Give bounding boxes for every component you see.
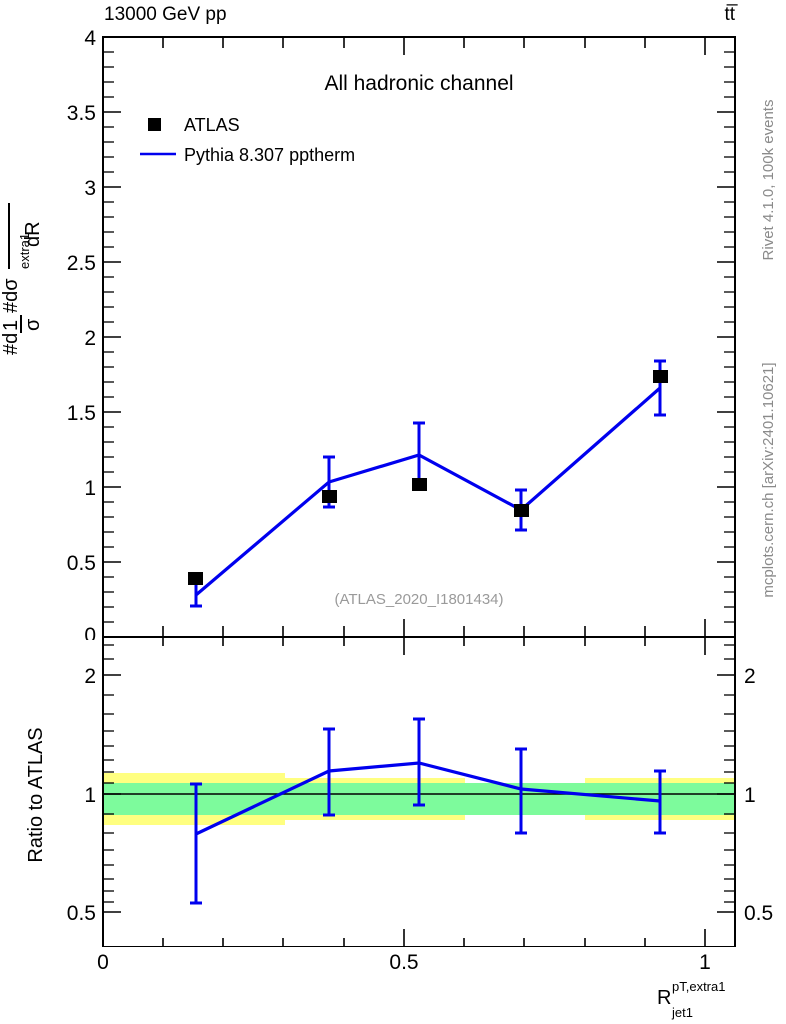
mc-errorbars-main [190, 359, 666, 608]
data-point-marker [514, 504, 529, 517]
y-axis-main-ticks-right [717, 36, 735, 638]
y-label-sub-extra1: extra1 [17, 233, 32, 269]
x-axis-label-subscript: jet1 [671, 1005, 693, 1020]
legend-marker-square-icon [148, 118, 161, 131]
legend: ATLAS Pythia 8.307 pptherm [140, 115, 355, 165]
header-left-label: 13000 GeV pp [104, 4, 227, 25]
y-tick-label: 1 [84, 477, 96, 500]
y-axis-ratio-ticks [103, 644, 121, 913]
ratio-plot-frame [102, 637, 736, 947]
x-tick-label: 1 [699, 951, 711, 974]
x-axis-label-base: R [657, 987, 671, 1009]
y-tick-label: 3 [84, 177, 96, 200]
ratio-tick-label: 0.5 [67, 902, 96, 925]
y-tick-label: 0 [84, 624, 96, 640]
side-label-rivet: Rivet 4.1.0, 100k events [748, 30, 786, 330]
y-tick-label: 3.5 [67, 102, 96, 125]
x-axis-main-bottom-ticks [102, 619, 706, 637]
y-label-dR: dR [22, 221, 44, 247]
y-axis-main-label: #d 1 σ #dσ fid extra1 dR jet1 [0, 0, 46, 420]
legend-label-pythia: Pythia 8.307 pptherm [184, 145, 355, 165]
mc-polyline [194, 386, 662, 597]
y-label-numerator-d: #dσ [0, 278, 22, 313]
data-point-marker [188, 572, 203, 585]
x-axis-labels: 0 0.5 1 R pT,extra1 jet1 [0, 947, 786, 1024]
rivet-version-label: Rivet 4.1.0, 100k events [760, 100, 777, 261]
y-label-sup-fid: fid [0, 249, 2, 263]
side-label-mcplots: mcplots.cern.ch [arXiv:2401.10621] [748, 320, 786, 640]
y-label-denominator-sigma: #d [0, 333, 22, 355]
y-label-one: 1 [0, 320, 22, 331]
x-axis-label-superscript: pT,extra1 [672, 979, 725, 994]
y-tick-label: 4 [84, 27, 96, 50]
y-axis-main-ticks [103, 36, 121, 638]
x-tick-label: 0.5 [389, 951, 418, 974]
x-axis-ratio-top-ticks [102, 637, 706, 655]
ratio-tick-label-right: 0.5 [744, 902, 773, 925]
y-tick-label: 2 [84, 327, 96, 350]
data-point-marker [322, 490, 337, 503]
ratio-tick-label: 2 [84, 665, 96, 688]
main-plot-panel: 4 3.5 3 2.5 2 1.5 1 0.5 0 All hadronic c… [67, 27, 736, 640]
data-point-marker [653, 370, 668, 383]
header-right-label: tt̅ [724, 4, 738, 25]
panel-title: All hadronic channel [324, 72, 513, 95]
legend-label-atlas: ATLAS [184, 115, 240, 135]
data-point-marker [412, 478, 427, 491]
mcplots-source-label: mcplots.cern.ch [arXiv:2401.10621] [760, 362, 777, 597]
ratio-axis-label: Ratio to ATLAS [25, 727, 47, 862]
y-axis-ratio-tick-labels: 2 1 0.5 2 1 0.5 [67, 665, 773, 925]
x-tick-label: 0 [97, 951, 109, 974]
y-tick-label: 2.5 [67, 252, 96, 275]
ratio-errorbars [190, 717, 666, 905]
mc-curve-main [194, 386, 662, 597]
analysis-watermark: (ATLAS_2020_I1801434) [334, 591, 503, 608]
y-axis-main-tick-labels: 4 3.5 3 2.5 2 1.5 1 0.5 0 [67, 27, 97, 640]
y-label-sigma: σ [22, 318, 44, 331]
plot-header: 13000 GeV pp tt̅ [0, 0, 786, 28]
y-tick-label: 1.5 [67, 402, 96, 425]
y-axis-ratio-ticks-right [717, 644, 735, 913]
ratio-tick-label-right: 1 [744, 784, 756, 807]
y-tick-label: 0.5 [67, 552, 96, 575]
x-axis-ratio-bottom-ticks [102, 929, 706, 947]
x-axis-top-ticks [102, 37, 706, 55]
ratio-tick-label: 1 [84, 784, 96, 807]
ratio-tick-label-right: 2 [744, 665, 756, 688]
atlas-data-markers [188, 370, 668, 585]
ratio-panel: 2 1 0.5 2 1 0.5 [0, 637, 786, 947]
y-axis-ratio-label: Ratio to ATLAS [18, 700, 52, 890]
